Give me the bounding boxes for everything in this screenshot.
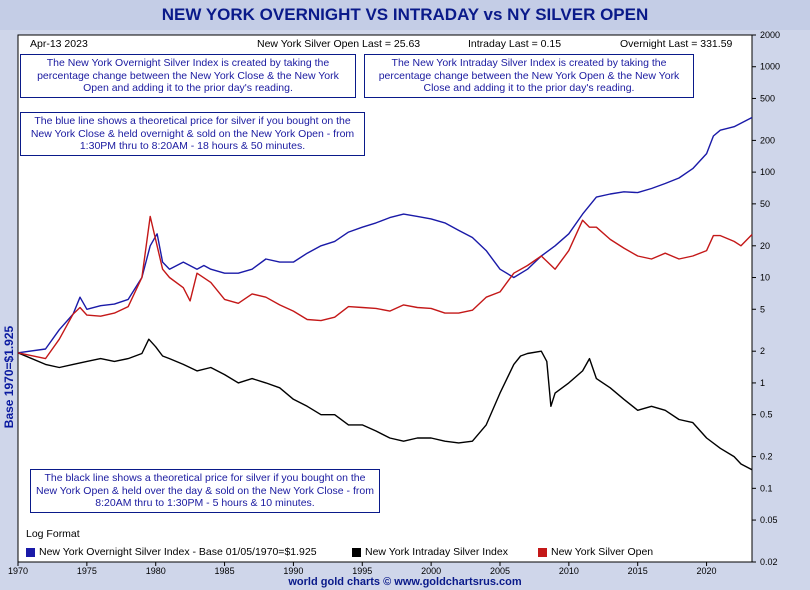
x-tick-label: 2015 (628, 566, 648, 576)
note-blue-line: The blue line shows a theoretical price … (20, 112, 365, 156)
legend-intraday: New York Intraday Silver Index (352, 546, 508, 558)
y-axis: 2000 1000 500 200 100 50 20 10 5 2 1 0.5 0.2 0.1 0.05 0… (752, 30, 780, 567)
note-intraday-index: The New York Intraday Silver Index is cr… (364, 54, 694, 98)
x-tick-label: 1980 (146, 566, 166, 576)
x-tick-label: 2000 (421, 566, 441, 576)
x-tick-label: 1990 (283, 566, 303, 576)
x-tick-label: 1970 (8, 566, 28, 576)
x-tick-label: 1995 (352, 566, 372, 576)
x-tick-label: 2010 (559, 566, 579, 576)
y-tick-label: 1 (760, 378, 765, 388)
y-tick-label: 0.05 (760, 515, 778, 525)
y-tick-label: 50 (760, 199, 770, 209)
x-tick-label: 2005 (490, 566, 510, 576)
y-tick-label: 200 (760, 135, 775, 145)
x-tick-label: 2020 (697, 566, 717, 576)
chart-title: NEW YORK OVERNIGHT VS INTRADAY vs NY SIL… (0, 0, 810, 30)
legend-swatch-black (352, 547, 361, 557)
legend-swatch-blue (26, 547, 35, 557)
note-overnight-index: The New York Overnight Silver Index is c… (20, 54, 356, 98)
y-tick-label: 2000 (760, 30, 780, 40)
legend-label-overnight: New York Overnight Silver Index - Base 0… (39, 546, 317, 558)
y-tick-label: 0.02 (760, 557, 778, 567)
series-line-overnight (17, 116, 753, 354)
y-tick-label: 2 (760, 346, 765, 356)
log-format-label: Log Format (26, 528, 80, 540)
y-tick-label: 500 (760, 93, 775, 103)
y-tick-label: 5 (760, 304, 765, 314)
legend-label-intraday: New York Intraday Silver Index (365, 546, 508, 558)
y-tick-label: 10 (760, 273, 770, 283)
legend-label-open: New York Silver Open (551, 546, 654, 558)
y-tick-label: 0.5 (760, 410, 773, 420)
overnight-last-readout: Overnight Last = 331.59 (620, 38, 733, 50)
legend-open: New York Silver Open (538, 546, 653, 558)
footer-credit: world gold charts © www.goldchartsrus.co… (288, 576, 522, 588)
intraday-last-readout: Intraday Last = 0.15 (468, 38, 562, 50)
legend-overnight: New York Overnight Silver Index - Base 0… (26, 546, 317, 558)
series-line-open (17, 215, 753, 360)
x-tick-label: 1985 (215, 566, 235, 576)
y-tick-label: 0.2 (760, 452, 773, 462)
x-axis: 1970 1975 1980 1985 1990 1995 2000 2005 2010 2015… (8, 562, 717, 576)
series-lines (17, 116, 753, 471)
y-tick-label: 20 (760, 241, 770, 251)
y-tick-label: 100 (760, 167, 775, 177)
chart-date: Apr-13 2023 (30, 38, 88, 50)
legend-swatch-red (538, 547, 547, 557)
x-tick-label: 1975 (77, 566, 97, 576)
y-tick-label: 0.1 (760, 483, 773, 493)
open-last-readout: New York Silver Open Last = 25.63 (257, 38, 421, 50)
y-axis-label: Base 1970=$1.925 (2, 325, 16, 429)
note-black-line: The black line shows a theoretical price… (30, 469, 380, 513)
y-tick-label: 1000 (760, 62, 780, 72)
series-line-intraday (17, 338, 753, 471)
